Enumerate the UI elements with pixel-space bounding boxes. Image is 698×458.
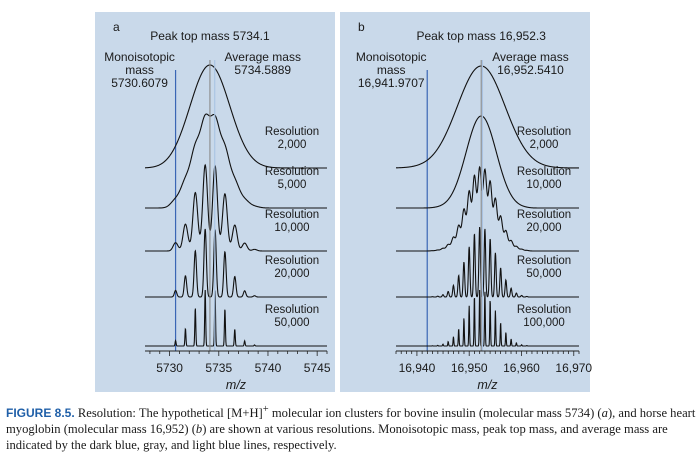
figure-caption: FIGURE 8.5. Resolution: The hypothetical… bbox=[6, 402, 696, 453]
series-label: Resolution bbox=[517, 209, 571, 221]
series-trace bbox=[396, 115, 579, 209]
series-trace bbox=[144, 64, 327, 169]
series-label: 100,000 bbox=[523, 317, 565, 329]
x-axis-label: m/z bbox=[477, 378, 498, 392]
series-label: 10,000 bbox=[526, 179, 561, 191]
series-label: Resolution bbox=[265, 304, 319, 316]
monoisotopic-label: mass bbox=[125, 63, 154, 77]
peak-top-label: Peak top mass 16,952.3 bbox=[417, 29, 547, 43]
x-tick-label: 5735 bbox=[205, 361, 232, 375]
series-label: 2,000 bbox=[278, 139, 307, 151]
panel-a: Resolution50,000Resolution20,000Resoluti… bbox=[95, 12, 335, 392]
peak-top-label: Peak top mass 5734.1 bbox=[150, 29, 270, 43]
x-tick-label: 16,950 bbox=[451, 361, 488, 375]
monoisotopic-label: Monoisotopic bbox=[356, 50, 427, 64]
series-label: 10,000 bbox=[274, 222, 309, 234]
series-label: Resolution bbox=[517, 166, 571, 178]
average-mass-label: 5734.5889 bbox=[234, 63, 291, 77]
series-trace bbox=[145, 163, 327, 252]
x-tick-label: 5740 bbox=[255, 361, 282, 375]
series-trace bbox=[145, 228, 327, 298]
series-label: Resolution bbox=[517, 255, 571, 267]
caption-text: Resolution: The hypothetical [M+H]+ mole… bbox=[6, 404, 696, 453]
series-trace bbox=[396, 289, 579, 347]
monoisotopic-label: 16,941.9707 bbox=[358, 76, 425, 90]
monoisotopic-label: Monoisotopic bbox=[104, 50, 175, 64]
series-label: Resolution bbox=[265, 126, 319, 138]
series-trace bbox=[145, 289, 327, 347]
series-trace bbox=[396, 165, 579, 252]
average-mass-label: 16,952.5410 bbox=[497, 63, 564, 77]
panel-letter: b bbox=[358, 20, 365, 34]
x-tick-label: 16,960 bbox=[503, 361, 540, 375]
series-trace bbox=[145, 113, 327, 209]
series-label: Resolution bbox=[265, 166, 319, 178]
series-label: 50,000 bbox=[274, 317, 309, 329]
x-tick-label: 16,940 bbox=[399, 361, 436, 375]
series-label: 50,000 bbox=[526, 268, 561, 280]
x-tick-label: 5730 bbox=[156, 361, 183, 375]
x-tick-label: 5745 bbox=[304, 361, 331, 375]
series-label: 20,000 bbox=[526, 222, 561, 234]
series-trace bbox=[395, 65, 579, 169]
monoisotopic-label: 5730.6079 bbox=[111, 76, 168, 90]
series-label: Resolution bbox=[517, 304, 571, 316]
average-mass-label: Average mass bbox=[492, 50, 568, 64]
series-label: 2,000 bbox=[530, 139, 559, 151]
monoisotopic-label: mass bbox=[377, 63, 406, 77]
average-mass-label: Average mass bbox=[224, 50, 300, 64]
panel-background bbox=[340, 12, 590, 392]
series-label: 5,000 bbox=[278, 179, 307, 191]
series-trace bbox=[396, 226, 579, 298]
x-tick-label: 16,970 bbox=[555, 361, 592, 375]
series-label: Resolution bbox=[517, 126, 571, 138]
caption-label: FIGURE 8.5. bbox=[6, 406, 75, 421]
panel-letter: a bbox=[113, 20, 120, 34]
x-axis-label: m/z bbox=[226, 378, 247, 392]
series-label: Resolution bbox=[265, 209, 319, 221]
panel-b: Resolution100,000Resolution50,000Resolut… bbox=[340, 12, 592, 392]
series-label: Resolution bbox=[265, 255, 319, 267]
series-label: 20,000 bbox=[274, 268, 309, 280]
